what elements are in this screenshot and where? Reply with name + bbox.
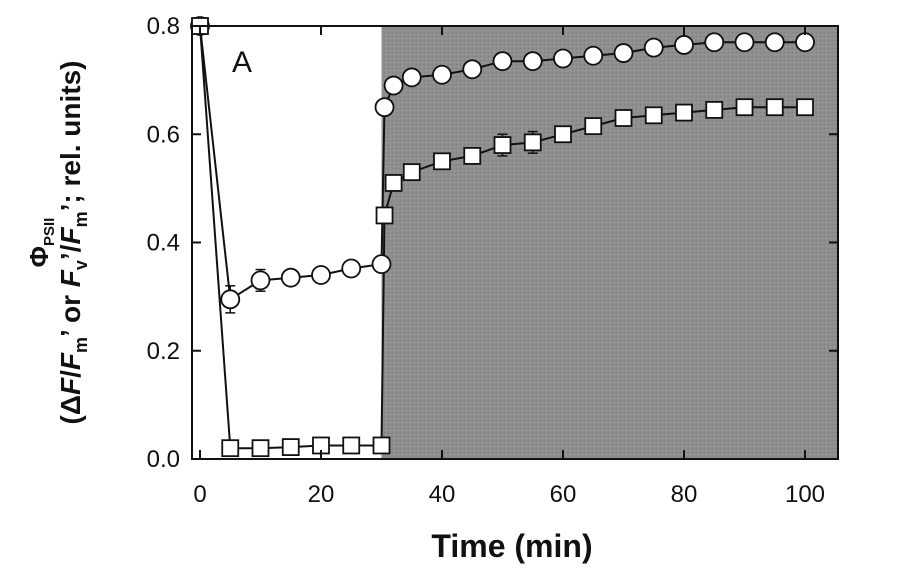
y-title-part: F xyxy=(55,269,86,287)
y-axis-title-line1: ΦPSII xyxy=(24,218,58,268)
x-tick-label: 80 xyxy=(671,481,698,508)
square-marker xyxy=(796,98,814,117)
square-marker xyxy=(375,206,394,225)
circle-marker xyxy=(553,48,573,69)
x-tick-label: 60 xyxy=(550,481,577,508)
square-marker xyxy=(433,152,451,171)
square-marker xyxy=(463,146,482,165)
y-title-part: / xyxy=(55,370,86,378)
axis-ticks xyxy=(192,25,838,460)
y-title-part: F xyxy=(55,377,86,395)
square-marker xyxy=(644,106,663,125)
circle-marker xyxy=(583,45,604,66)
y-axis-title-line2: (ΔF/Fm’ or Fv’/Fm’; rel. units) xyxy=(55,61,91,425)
phi-subscript: PSII xyxy=(41,218,58,246)
x-axis-title: Time (min) xyxy=(431,528,592,564)
y-title-part: ’ or xyxy=(55,287,86,337)
square-marker xyxy=(221,439,240,458)
panel-label: A xyxy=(232,46,252,79)
circle-marker xyxy=(462,59,483,80)
square-marker xyxy=(342,436,361,455)
circle-marker xyxy=(341,258,362,279)
tick-labels: 0 20 40 60 80 100 0.0 0.2 0.4 0.6 0.8 xyxy=(147,13,825,508)
square-marker xyxy=(402,163,421,182)
square-marker xyxy=(765,98,784,117)
square-marker xyxy=(705,100,724,119)
y-tick-label: 0.4 xyxy=(147,230,180,257)
y-title-part: m xyxy=(71,337,91,353)
y-title-part: v xyxy=(71,260,91,270)
y-title-part: (Δ xyxy=(55,395,86,424)
circle-marker xyxy=(432,64,452,85)
y-title-part: ’/ xyxy=(55,244,86,260)
y-title-part: F xyxy=(55,227,86,245)
circle-marker xyxy=(764,32,785,53)
circle-marker xyxy=(250,270,271,291)
circle-marker xyxy=(613,43,634,63)
circle-marker xyxy=(522,51,543,72)
square-marker xyxy=(384,174,403,192)
y-tick-label: 0.0 xyxy=(147,446,180,473)
circle-marker xyxy=(371,254,392,275)
circle-marker xyxy=(674,35,694,55)
circle-marker xyxy=(492,51,513,72)
y-tick-label: 0.2 xyxy=(147,338,180,365)
square-marker xyxy=(281,438,300,456)
y-title-part: F xyxy=(55,352,86,370)
square-marker xyxy=(372,436,391,455)
x-tick-label: 20 xyxy=(308,481,335,508)
x-tick-label: 0 xyxy=(193,481,206,508)
circle-marker xyxy=(311,265,331,285)
square-marker xyxy=(554,125,572,144)
y-title-part: ’; rel. units) xyxy=(55,61,86,212)
square-marker xyxy=(523,133,542,152)
phi-symbol: Φ xyxy=(24,246,54,267)
square-marker xyxy=(735,98,754,117)
y-tick-label: 0.8 xyxy=(147,13,180,40)
circle-marker xyxy=(734,32,755,53)
square-marker xyxy=(614,109,633,127)
circle-marker xyxy=(280,267,301,288)
square-marker xyxy=(584,117,603,136)
circle-marker xyxy=(220,289,241,310)
y-tick-label: 0.6 xyxy=(147,121,180,148)
y-title-part: m xyxy=(71,211,91,227)
square-marker xyxy=(675,103,693,122)
data-markers xyxy=(190,16,815,458)
circle-marker xyxy=(704,32,725,53)
square-marker xyxy=(251,439,270,458)
circle-marker xyxy=(643,37,664,58)
circle-marker xyxy=(795,32,815,53)
circle-marker xyxy=(401,67,422,88)
y-axis-title: ΦPSII(ΔF/Fm’ or Fv’/Fm’; rel. units) xyxy=(24,61,91,425)
shaded-region xyxy=(381,26,838,459)
x-tick-label: 100 xyxy=(785,481,825,508)
x-tick-label: 40 xyxy=(429,481,456,508)
circle-marker xyxy=(374,97,395,118)
square-marker xyxy=(493,136,512,154)
circle-marker xyxy=(383,75,404,96)
